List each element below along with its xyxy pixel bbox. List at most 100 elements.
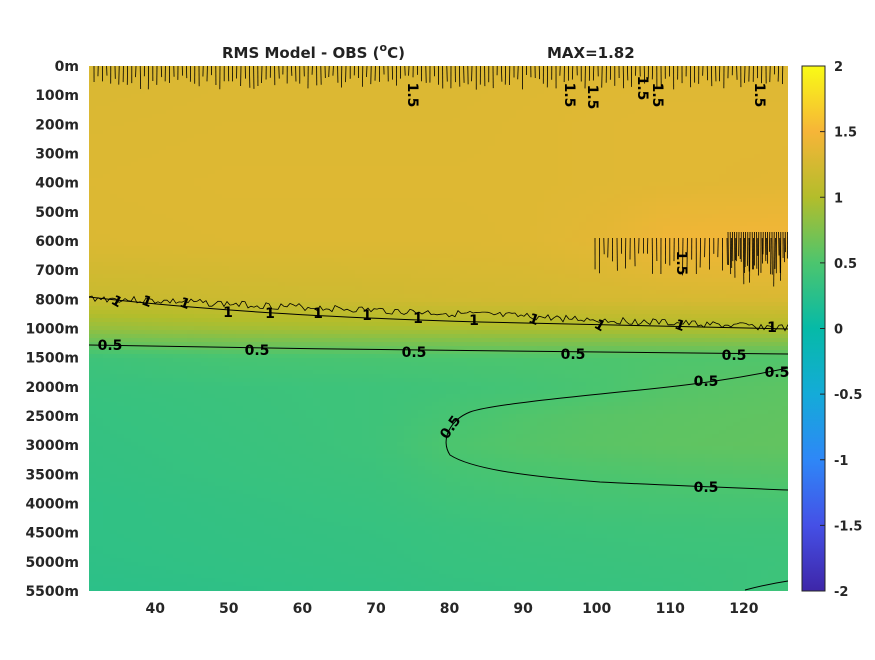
heatmap-cell (467, 182, 475, 187)
heatmap-cell (369, 202, 377, 207)
heatmap-cell (684, 170, 692, 175)
heatmap-cell (404, 106, 412, 111)
heatmap-cell (446, 190, 454, 195)
heatmap-cell (292, 218, 300, 223)
heatmap-cell (474, 74, 482, 79)
heatmap-cell (474, 150, 482, 155)
heatmap-cell (439, 170, 447, 175)
heatmap-cell (208, 258, 216, 263)
heatmap-cell (285, 226, 293, 231)
heatmap-cell (348, 246, 356, 251)
heatmap-cell (523, 170, 531, 175)
heatmap-cell (740, 214, 748, 219)
heatmap-cell (488, 174, 496, 179)
heatmap-cell (726, 170, 734, 175)
heatmap-cell (208, 178, 216, 183)
heatmap-cell (222, 86, 230, 91)
heatmap-cell (537, 246, 545, 251)
heatmap-cell (663, 78, 671, 83)
heatmap-cell (257, 182, 265, 187)
heatmap-cell (530, 118, 538, 123)
heatmap-cell (635, 226, 643, 231)
heatmap-cell (663, 182, 671, 187)
heatmap-cell (348, 242, 356, 247)
heatmap-cell (740, 94, 748, 99)
heatmap-cell (691, 258, 699, 263)
heatmap-cell (166, 110, 174, 115)
heatmap-cell (152, 146, 160, 151)
heatmap-cell (159, 218, 167, 223)
heatmap-cell (152, 206, 160, 211)
heatmap-cell (320, 142, 328, 147)
heatmap-cell (110, 222, 118, 227)
heatmap-cell (285, 246, 293, 251)
heatmap-cell (348, 134, 356, 139)
heatmap-cell (257, 122, 265, 127)
heatmap-cell (313, 106, 321, 111)
heatmap-cell (670, 234, 678, 239)
heatmap-cell (180, 162, 188, 167)
heatmap-cell (278, 186, 286, 191)
heatmap-cell (306, 210, 314, 215)
heatmap-cell (271, 130, 279, 135)
heatmap-cell (355, 210, 363, 215)
heatmap-cell (439, 142, 447, 147)
heatmap-cell (194, 206, 202, 211)
heatmap-cell (775, 190, 783, 195)
heatmap-cell (418, 186, 426, 191)
heatmap-cell (635, 262, 643, 267)
heatmap-cell (264, 258, 272, 263)
heatmap-cell (761, 238, 769, 243)
heatmap-cell (530, 174, 538, 179)
heatmap-cell (747, 206, 755, 211)
heatmap-cell (481, 94, 489, 99)
heatmap-cell (698, 178, 706, 183)
heatmap-cell (593, 230, 601, 235)
heatmap-cell (355, 246, 363, 251)
heatmap-cell (383, 66, 391, 71)
heatmap-cell (320, 254, 328, 259)
heatmap-cell (607, 162, 615, 167)
heatmap-cell (390, 134, 398, 139)
heatmap-cell (502, 238, 510, 243)
heatmap-cell (390, 130, 398, 135)
heatmap-cell (383, 262, 391, 267)
heatmap-cell (446, 106, 454, 111)
heatmap-cell (663, 90, 671, 95)
heatmap-cell (432, 98, 440, 103)
heatmap-cell (341, 258, 349, 263)
heatmap-cell (236, 230, 244, 235)
heatmap-cell (145, 238, 153, 243)
heatmap-cell (600, 106, 608, 111)
heatmap-cell (523, 190, 531, 195)
heatmap-cell (138, 94, 146, 99)
heatmap-cell (740, 142, 748, 147)
heatmap-cell (586, 234, 594, 239)
heatmap-cell (159, 214, 167, 219)
heatmap-cell (285, 106, 293, 111)
heatmap-cell (642, 66, 650, 71)
heatmap-cell (257, 158, 265, 163)
heatmap-cell (558, 66, 566, 71)
heatmap-cell (733, 178, 741, 183)
heatmap-cell (208, 114, 216, 119)
heatmap-cell (173, 194, 181, 199)
heatmap-cell (523, 258, 531, 263)
heatmap-cell (285, 118, 293, 123)
heatmap-cell (159, 202, 167, 207)
heatmap-cell (432, 182, 440, 187)
heatmap-cell (516, 82, 524, 87)
heatmap-cell (628, 202, 636, 207)
heatmap-cell (453, 174, 461, 179)
heatmap-cell (600, 138, 608, 143)
heatmap-cell (544, 174, 552, 179)
heatmap-cell (761, 94, 769, 99)
heatmap-cell (474, 122, 482, 127)
heatmap-cell (614, 174, 622, 179)
heatmap-cell (761, 190, 769, 195)
heatmap-cell (418, 190, 426, 195)
heatmap-cell (208, 134, 216, 139)
heatmap-cell (502, 162, 510, 167)
heatmap-cell (201, 86, 209, 91)
heatmap-cell (614, 94, 622, 99)
